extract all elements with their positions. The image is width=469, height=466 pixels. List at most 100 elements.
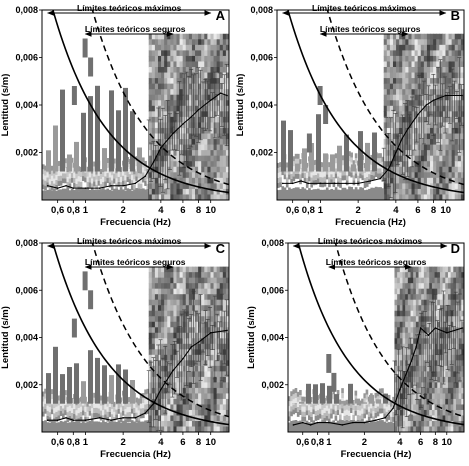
- heatmap-cell: [185, 398, 190, 405]
- band-cell: [86, 176, 90, 182]
- heatmap-cell: [204, 89, 208, 96]
- heatmap-cell: [426, 420, 430, 427]
- band-cell: [139, 393, 143, 399]
- band-cell: [339, 177, 342, 183]
- heatmap-cell: [210, 150, 215, 157]
- heatmap-cell: [167, 100, 171, 107]
- heatmap-cell: [405, 299, 409, 306]
- band-cell: [352, 175, 356, 181]
- band-cell: [106, 168, 110, 174]
- heatmap-cell: [408, 172, 413, 179]
- heatmap-cell: [415, 316, 420, 323]
- heatmap-cell: [185, 94, 190, 101]
- band-cell: [310, 402, 313, 408]
- band-cell: [387, 404, 391, 410]
- band-cell: [42, 396, 45, 402]
- heatmap-cell: [157, 426, 162, 432]
- band-cell: [379, 158, 382, 164]
- band-cell: [73, 414, 76, 420]
- heatmap-cell: [414, 67, 419, 74]
- heatmap-cell: [173, 382, 178, 389]
- band-cell: [133, 407, 136, 413]
- heatmap-cell: [421, 283, 425, 290]
- heatmap-cell: [411, 166, 416, 173]
- heatmap-cell: [434, 420, 438, 427]
- heatmap-cell: [179, 393, 184, 400]
- heatmap-cell: [418, 305, 422, 312]
- heatmap-cell: [157, 122, 162, 129]
- band-cell: [90, 418, 94, 424]
- dispersion-point: [134, 417, 137, 419]
- band-cell: [48, 417, 52, 423]
- heatmap-cell: [402, 116, 406, 123]
- heatmap-cell: [179, 277, 184, 284]
- heatmap-cell: [188, 161, 193, 168]
- heatmap-cell: [164, 55, 168, 62]
- heatmap-cell: [170, 111, 174, 118]
- band-cell: [350, 152, 353, 158]
- band-cell: [50, 394, 54, 400]
- heatmap-cell: [176, 393, 181, 400]
- heatmap-cell: [167, 116, 171, 123]
- heatmap-cell: [207, 393, 211, 400]
- noise-bar: [88, 350, 93, 404]
- heatmap-cell: [222, 67, 227, 74]
- heatmap-cell: [437, 387, 441, 394]
- band-cell: [352, 404, 355, 410]
- heatmap-cell: [407, 343, 412, 350]
- heatmap-cell: [204, 133, 208, 140]
- heatmap-cell: [173, 78, 178, 85]
- band-cell: [341, 403, 344, 409]
- heatmap-cell: [415, 288, 420, 295]
- heatmap-cell: [164, 67, 168, 74]
- heatmap-cell: [451, 61, 456, 68]
- heatmap-cell: [213, 139, 218, 146]
- heatmap-cell: [195, 360, 199, 367]
- heatmap-cell: [417, 94, 422, 101]
- heatmap-cell: [389, 61, 394, 68]
- band-cell: [279, 177, 282, 183]
- band-cell: [128, 406, 132, 412]
- heatmap-cell: [442, 94, 446, 101]
- band-cell: [133, 174, 136, 180]
- limit-safe-curve: [326, 10, 464, 186]
- heatmap-cell: [411, 116, 416, 123]
- band-cell: [370, 169, 373, 175]
- heatmap-cell: [394, 343, 398, 350]
- heatmap-cell: [407, 376, 412, 383]
- heatmap-cell: [179, 50, 184, 57]
- band-cell: [352, 189, 356, 200]
- band-cell: [135, 407, 138, 413]
- heatmap-cell: [207, 376, 211, 383]
- heatmap-cell: [176, 50, 181, 57]
- heatmap-cell: [207, 133, 211, 140]
- heatmap-cell: [170, 194, 174, 200]
- heatmap-cell: [445, 393, 449, 400]
- heatmap-cell: [207, 139, 211, 146]
- heatmap-cell: [164, 89, 168, 96]
- heatmap-cell: [442, 44, 446, 51]
- band-cell: [345, 414, 349, 420]
- heatmap-cell: [445, 365, 449, 372]
- heatmap-cell: [442, 376, 446, 383]
- heatmap-cell: [167, 161, 171, 168]
- band-cell: [50, 409, 54, 415]
- heatmap-cell: [161, 61, 165, 68]
- heatmap-cell: [157, 376, 162, 383]
- heatmap-cell: [188, 272, 193, 279]
- heatmap-cell: [442, 283, 446, 290]
- heatmap-cell: [415, 404, 420, 411]
- heatmap-cell: [402, 50, 406, 57]
- heatmap-cell: [210, 194, 215, 200]
- heatmap-cell: [191, 266, 196, 273]
- heatmap-cell: [445, 272, 449, 279]
- x-tick-label: 0,8: [67, 437, 80, 448]
- heatmap-cell: [191, 398, 196, 405]
- heatmap-cell: [451, 83, 456, 90]
- heatmap-cell: [176, 94, 181, 101]
- heatmap-cell: [182, 288, 187, 295]
- heatmap-cell: [455, 404, 460, 411]
- band-cell: [113, 406, 116, 412]
- heatmap-cell: [188, 349, 193, 356]
- heatmap-cell: [426, 354, 430, 361]
